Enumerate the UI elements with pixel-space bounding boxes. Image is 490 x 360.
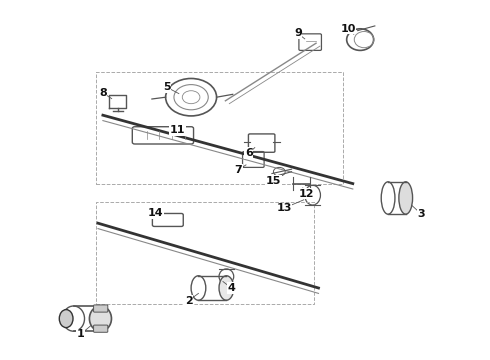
Ellipse shape (59, 310, 73, 328)
Text: 9: 9 (294, 28, 302, 39)
Text: 5: 5 (163, 82, 171, 92)
Text: 1: 1 (77, 329, 85, 339)
Ellipse shape (399, 182, 413, 214)
Text: 13: 13 (276, 203, 292, 213)
Text: 15: 15 (266, 176, 281, 186)
Text: 11: 11 (170, 125, 185, 135)
Text: 3: 3 (417, 209, 425, 219)
Text: 14: 14 (148, 208, 164, 218)
Text: 7: 7 (234, 165, 242, 175)
Text: 10: 10 (340, 24, 356, 34)
Text: 6: 6 (245, 148, 253, 158)
Text: 8: 8 (99, 88, 107, 98)
Ellipse shape (89, 306, 112, 331)
FancyBboxPatch shape (94, 325, 108, 332)
Text: 12: 12 (298, 189, 314, 199)
FancyBboxPatch shape (94, 305, 108, 312)
Text: 2: 2 (185, 296, 193, 306)
Ellipse shape (219, 276, 234, 300)
Text: 4: 4 (227, 283, 235, 293)
